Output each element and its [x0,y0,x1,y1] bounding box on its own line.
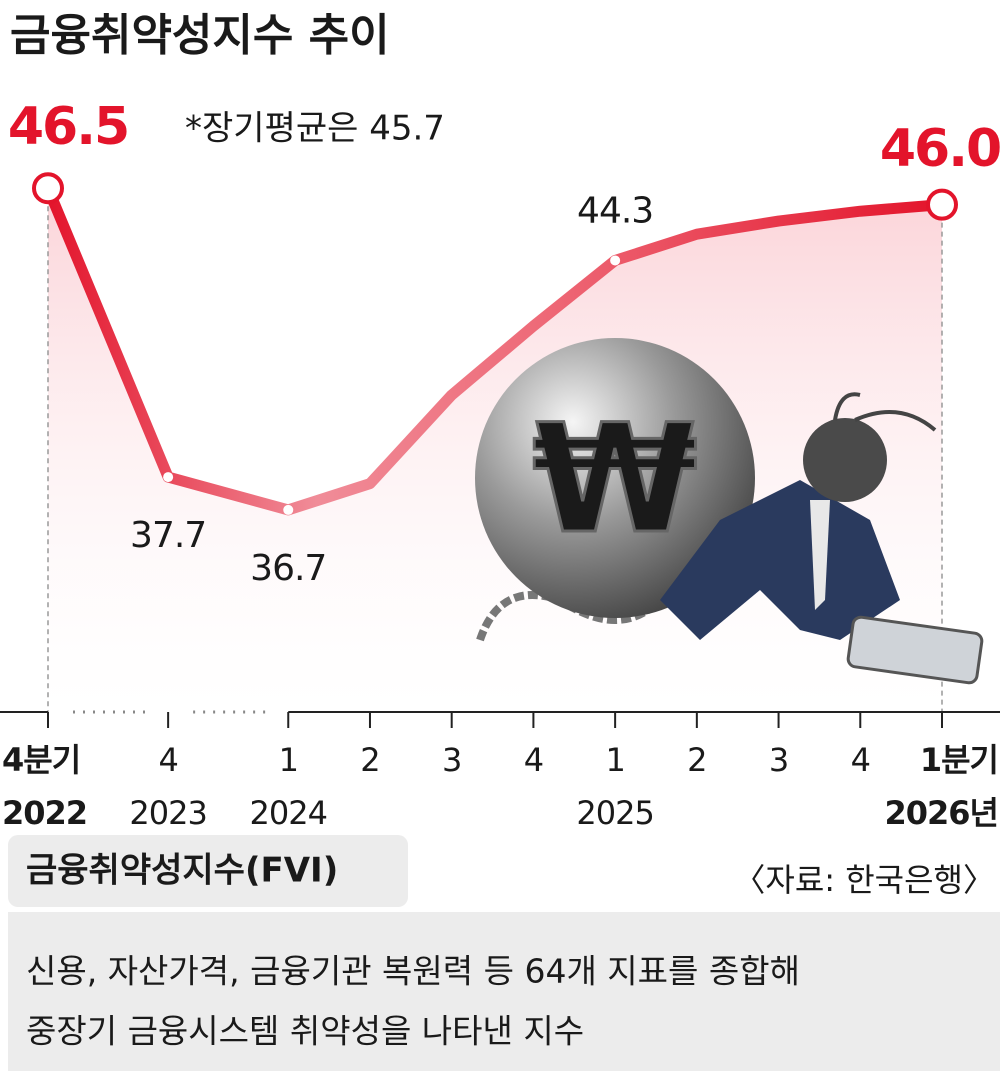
overlay: 금융취약성지수 추이 *장기평균은 45.7 〈자료: 한국은행〉 금융취약성지… [8,10,1000,1071]
x-year-label: 2026년 [884,794,998,832]
x-tick-label: 2 [687,741,706,779]
x-year-label: 2024 [250,794,327,832]
point [283,504,294,515]
x-tick-label: 4 [851,741,870,779]
antenna [833,392,937,432]
x-year-label: 2023 [129,794,206,832]
x-tick-label: 4 [158,741,177,779]
end-point [32,172,64,205]
x-year-label: 2025 [576,794,653,832]
x-tick-label: 1 [279,741,298,779]
x-tick-label: 2 [360,741,379,779]
value-label-emph: 46.5 [8,97,128,157]
note-line: 중장기 금융시스템 취약성을 나타낸 지수 [26,1012,584,1051]
x-tick-label: 3 [442,741,461,779]
line [42,182,948,516]
note-title: 금융취약성지수(FVI) [26,851,338,891]
note-line: 신용, 자산가격, 금융기관 복원력 등 64개 지표를 종합해 [26,952,800,991]
phone [846,615,984,685]
note-title-box [8,835,408,907]
x-year-label: 2022 [2,794,87,832]
end-point [926,188,958,221]
value-label: 37.7 [130,515,206,556]
x-tick-label: 4 [524,741,543,779]
suit [660,480,900,640]
source: 〈자료: 한국은행〉 [733,861,995,899]
won-symbol: ₩ [532,393,697,567]
ant-head [803,418,887,502]
value-label: 44.3 [577,190,653,231]
chart-title: 금융취약성지수 추이 [10,10,390,61]
x-tick-label: 4분기 [2,741,80,779]
shirt [810,500,830,610]
ball [475,338,755,618]
x-tick-label: 1 [605,741,624,779]
point [610,255,621,266]
illustration: ₩ [475,338,984,685]
value-label-emph: 46.0 [880,119,1000,179]
x-tick-label: 1분기 [920,741,998,779]
point [163,472,174,483]
value-label: 36.7 [250,548,326,589]
annotation: *장기평균은 45.7 [185,109,445,149]
note-box [8,912,1000,1071]
x-tick-label: 3 [769,741,788,779]
